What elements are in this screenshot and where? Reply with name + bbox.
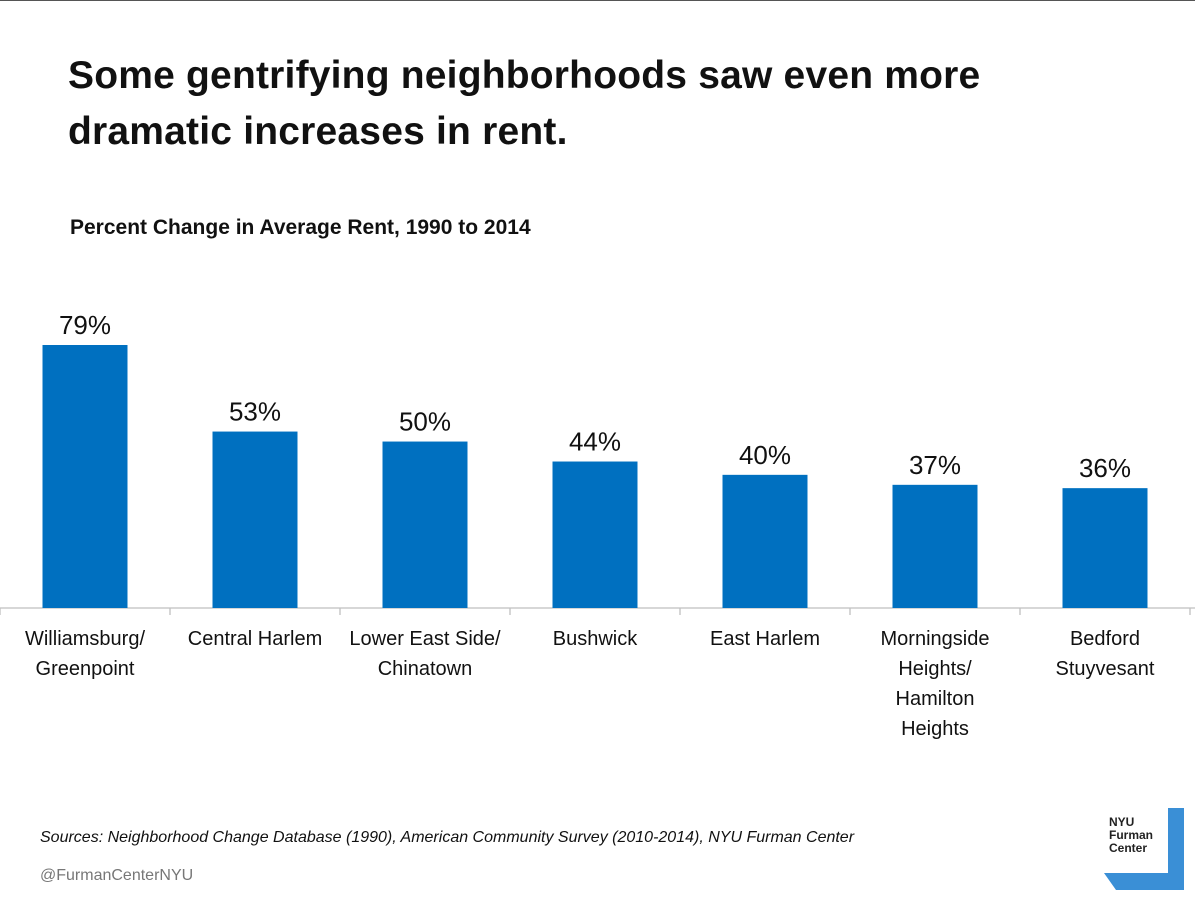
category-label-line: Lower East Side/ [349, 628, 501, 650]
category-label-7: Bedford Stuyvesant [1056, 628, 1155, 680]
data-label-3: 50% [399, 407, 451, 437]
category-label-6: Morningside Heights/Hamilton Heights [881, 628, 990, 740]
twitter-handle: @FurmanCenterNYU [40, 867, 193, 885]
logo-text: NYU Furman Center [1109, 816, 1153, 855]
bar-2 [213, 432, 298, 608]
category-label-line: Central Harlem [188, 628, 322, 650]
bar-5 [723, 475, 808, 608]
bar-6 [893, 485, 978, 608]
bar-4 [553, 462, 638, 608]
bar-3 [383, 442, 468, 608]
bar-7 [1063, 488, 1148, 608]
data-label-5: 40% [739, 440, 791, 470]
bar-1 [43, 345, 128, 608]
category-label-1: Williamsburg/Greenpoint [25, 628, 145, 680]
data-label-1: 79% [59, 310, 111, 340]
data-label-4: 44% [569, 427, 621, 457]
bar-chart: 79% Williamsburg/Greenpoint 53% Central Har… [0, 0, 1195, 800]
category-label-line: Bedford [1070, 628, 1140, 650]
data-label-7: 36% [1079, 453, 1131, 483]
category-label-line: Williamsburg/ [25, 628, 145, 650]
category-label-4: Bushwick [553, 628, 638, 650]
category-label-5: East Harlem [710, 628, 820, 650]
category-label-2: Central Harlem [188, 628, 322, 650]
category-label-line: Chinatown [378, 658, 473, 680]
category-label-line: Stuyvesant [1056, 658, 1155, 680]
data-label-2: 53% [229, 397, 281, 427]
category-label-line: Bushwick [553, 628, 638, 650]
category-label-line: Morningside [881, 628, 990, 650]
category-label-line: Greenpoint [36, 658, 135, 680]
category-label-3: Lower East Side/Chinatown [349, 628, 501, 680]
sources-note: Sources: Neighborhood Change Database (1… [40, 829, 854, 847]
data-label-6: 37% [909, 450, 961, 480]
logo-line-center: Center [1109, 842, 1153, 855]
category-label-line: Heights [901, 718, 969, 740]
category-label-line: Heights/ [898, 658, 972, 680]
category-label-line: East Harlem [710, 628, 820, 650]
category-label-line: Hamilton [896, 688, 975, 710]
